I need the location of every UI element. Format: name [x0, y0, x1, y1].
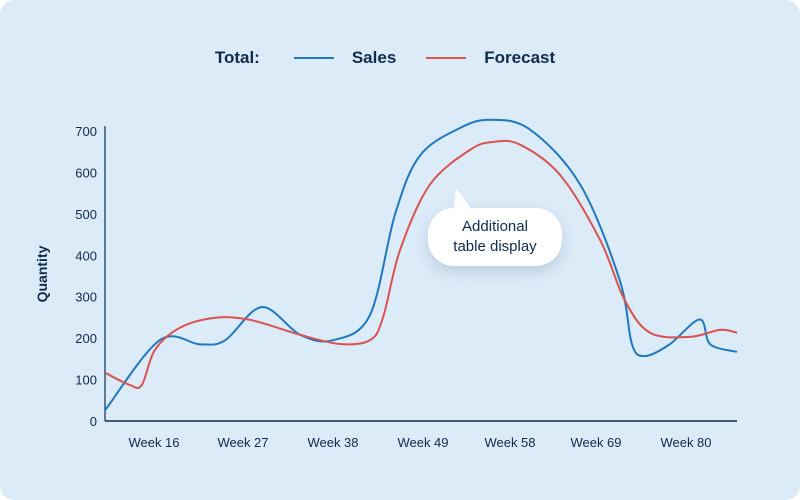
x-tick-label: Week 80: [660, 435, 711, 450]
x-tick-label: Week 38: [307, 435, 358, 450]
y-tick-label: 0: [90, 414, 97, 429]
legend-label-sales: Sales: [351, 48, 397, 67]
x-tick-label: Week 58: [484, 435, 535, 450]
y-tick-label: 100: [75, 373, 97, 388]
legend-item-forecast[interactable]: Forecast: [426, 48, 555, 68]
y-axis-label: Quantity: [34, 245, 50, 302]
y-tick-label: 400: [75, 248, 97, 263]
legend-label-forecast: Forecast: [484, 48, 556, 67]
legend: Total: Sales Forecast: [0, 48, 800, 68]
annotation-text: Additional table display: [453, 218, 537, 255]
legend-item-sales[interactable]: Sales: [293, 48, 397, 68]
series-line-sales: [104, 118, 738, 411]
y-tick-label: 200: [75, 331, 97, 346]
x-tick-label: Week 27: [217, 435, 268, 450]
x-tick-label: Week 49: [397, 435, 448, 450]
y-tick-label: 300: [75, 290, 97, 305]
y-tick-label: 700: [75, 124, 97, 139]
legend-swatch-forecast: [426, 57, 467, 59]
x-tick-label: Week 16: [128, 435, 179, 450]
series-line-forecast: [104, 139, 738, 390]
x-tick-label: Week 69: [570, 435, 621, 450]
y-tick-label: 600: [75, 165, 97, 180]
legend-swatch-sales: [293, 57, 334, 59]
legend-title: Total:: [214, 48, 260, 67]
annotation-tooltip: Additional table display: [428, 188, 562, 266]
y-tick-label: 500: [75, 207, 97, 222]
